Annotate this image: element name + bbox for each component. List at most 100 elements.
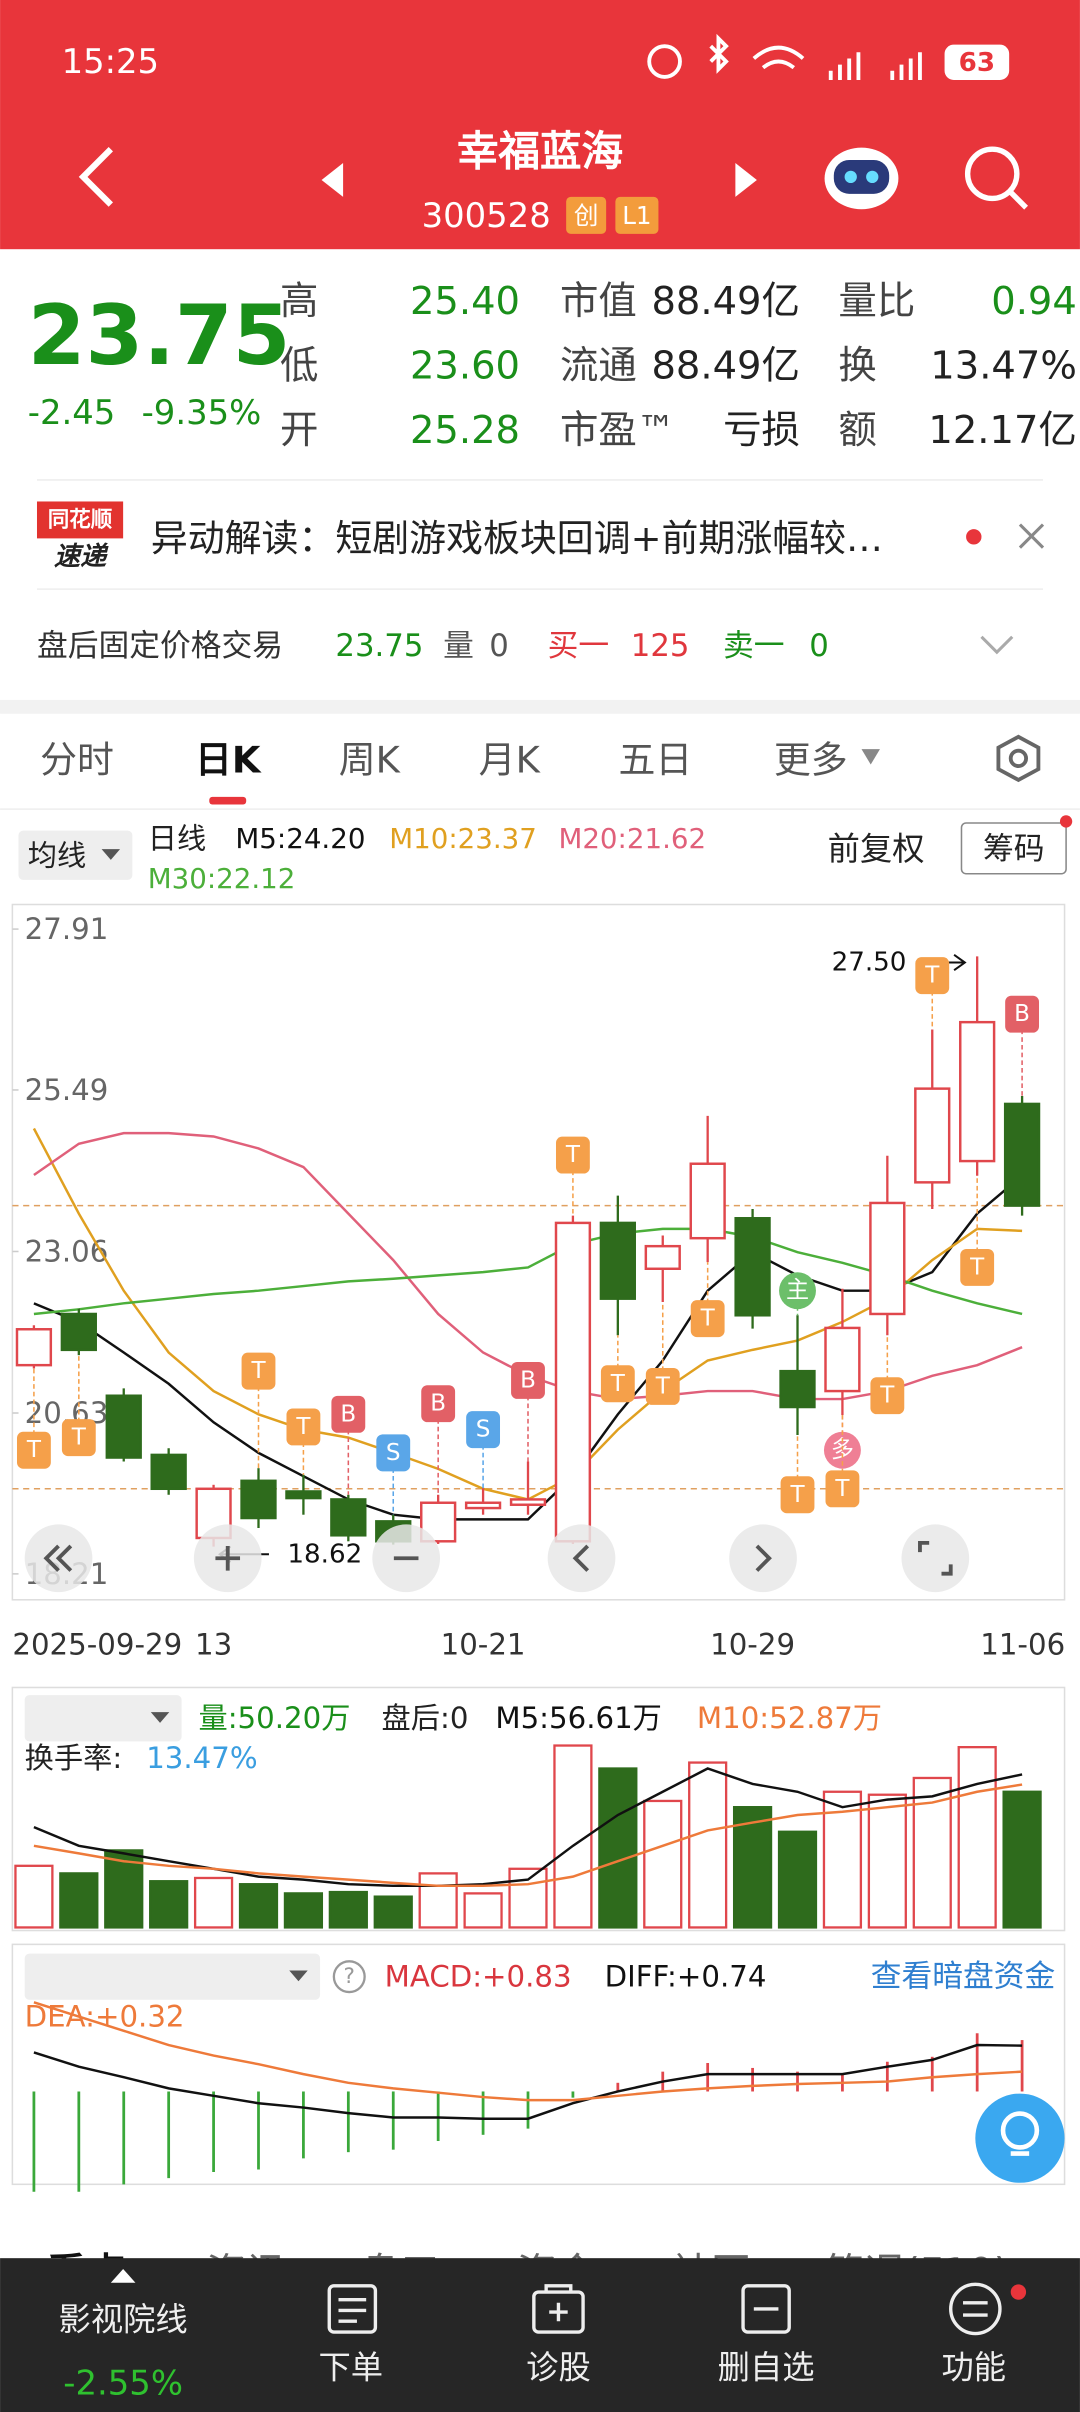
marker[interactable] bbox=[466, 1411, 501, 1449]
tab[interactable]: 分时 bbox=[40, 738, 114, 781]
volume-select[interactable] bbox=[24, 1695, 182, 1742]
volume-bar bbox=[373, 1895, 413, 1929]
expand[interactable] bbox=[980, 635, 1014, 655]
field-label: 额 bbox=[838, 408, 876, 453]
battery bbox=[944, 44, 1010, 80]
sector-name[interactable]: 影视院线 bbox=[59, 2301, 188, 2339]
volume-bar bbox=[238, 1883, 279, 1929]
volume-bar bbox=[283, 1892, 324, 1929]
price-pane bbox=[11, 903, 1066, 1601]
nav-item[interactable]: 删自选 bbox=[718, 2348, 815, 2386]
ma-line bbox=[33, 1767, 1023, 1888]
y-tick-label: 23.06 bbox=[25, 1234, 109, 1268]
candle-body bbox=[15, 1328, 53, 1367]
indicator-select[interactable] bbox=[18, 830, 133, 880]
volume-bar bbox=[328, 1890, 368, 1929]
back-button[interactable] bbox=[78, 147, 113, 207]
candle-body bbox=[509, 1498, 547, 1506]
volume-bar bbox=[193, 1876, 234, 1929]
candle-body bbox=[150, 1453, 187, 1491]
marker[interactable] bbox=[376, 1434, 411, 1472]
chips-button[interactable] bbox=[960, 822, 1067, 875]
after-hours-vol: 0 bbox=[489, 628, 509, 664]
pan-left[interactable] bbox=[547, 1524, 616, 1593]
marker[interactable] bbox=[421, 1385, 456, 1423]
marker-label: B bbox=[340, 1401, 356, 1427]
settings-button[interactable] bbox=[996, 734, 1041, 783]
marker[interactable] bbox=[241, 1352, 276, 1390]
tab[interactable]: 五日 bbox=[618, 738, 692, 781]
marker[interactable] bbox=[511, 1361, 545, 1399]
tab[interactable]: 周K bbox=[339, 738, 401, 781]
candle-body bbox=[644, 1244, 681, 1270]
volume-bar bbox=[508, 1867, 548, 1929]
marker[interactable] bbox=[825, 1470, 860, 1508]
ma-line bbox=[33, 1783, 1023, 1888]
marker-label: T bbox=[26, 1437, 42, 1463]
ask: 0 bbox=[809, 628, 829, 664]
marker[interactable] bbox=[915, 957, 950, 995]
help-icon[interactable] bbox=[332, 1960, 366, 1994]
status-icons bbox=[647, 33, 922, 80]
marker-label: 主 bbox=[786, 1278, 809, 1304]
after-hours-vol-label: 量 bbox=[443, 628, 474, 664]
dark-pool-link[interactable]: 查看暗盘资金 bbox=[871, 1959, 1056, 1995]
marker[interactable] bbox=[600, 1365, 635, 1403]
nav-item[interactable]: 功能 bbox=[941, 2348, 1006, 2386]
legend-entry: M30:22.12 bbox=[148, 862, 296, 895]
candle-body bbox=[554, 1221, 592, 1543]
candle-body bbox=[285, 1490, 322, 1500]
marker[interactable] bbox=[780, 1476, 815, 1514]
more-arrow bbox=[861, 749, 880, 765]
marker[interactable] bbox=[779, 1272, 816, 1310]
tab[interactable]: 更多 bbox=[774, 738, 848, 781]
nav-item[interactable]: 下单 bbox=[318, 2348, 383, 2386]
tab[interactable]: 月K bbox=[479, 738, 541, 781]
marker[interactable] bbox=[645, 1367, 680, 1405]
prev-stock[interactable] bbox=[321, 163, 344, 197]
marker[interactable] bbox=[870, 1377, 905, 1415]
candle-body bbox=[959, 1020, 996, 1163]
candle-body bbox=[689, 1162, 726, 1240]
marker-label: T bbox=[789, 1482, 805, 1508]
field-label: 流通 bbox=[560, 344, 637, 389]
legend-entry: M10:23.37 bbox=[389, 822, 537, 855]
fullscreen[interactable] bbox=[901, 1524, 970, 1593]
unread-dot bbox=[966, 529, 982, 545]
tab[interactable]: 日K bbox=[195, 738, 262, 781]
x-tick-label: 2025-09-29 bbox=[12, 1627, 182, 1661]
macd-select[interactable] bbox=[24, 1953, 321, 2000]
marker[interactable] bbox=[1005, 995, 1040, 1033]
field-value: 88.49亿 bbox=[651, 279, 799, 324]
field-label: 量比 bbox=[838, 279, 915, 324]
robot-button[interactable] bbox=[824, 147, 899, 210]
marker-label: B bbox=[520, 1367, 536, 1393]
next-stock[interactable] bbox=[735, 163, 757, 197]
marker-label: S bbox=[476, 1417, 491, 1443]
stock-code: 300528 bbox=[422, 196, 551, 235]
candle-body bbox=[734, 1217, 771, 1317]
search-button[interactable] bbox=[964, 146, 1028, 210]
turnover: 13.47% bbox=[146, 1741, 257, 1775]
price-change: -2.45 bbox=[28, 393, 116, 432]
marker[interactable] bbox=[286, 1408, 321, 1446]
close-news[interactable] bbox=[1018, 523, 1045, 549]
candle-body bbox=[914, 1087, 951, 1184]
field-value: 亏损 bbox=[723, 408, 800, 453]
pan-right[interactable] bbox=[729, 1524, 797, 1593]
marker[interactable] bbox=[690, 1300, 725, 1338]
adjust[interactable]: 前复权 bbox=[828, 830, 925, 868]
marker[interactable] bbox=[16, 1431, 51, 1469]
x-tick-label: 10-21 bbox=[441, 1627, 526, 1661]
marker[interactable] bbox=[555, 1136, 590, 1174]
min-label: 18.62 bbox=[287, 1539, 362, 1569]
marker[interactable] bbox=[960, 1248, 995, 1286]
assistant-button[interactable] bbox=[975, 2093, 1065, 2183]
field-label: 市值 bbox=[560, 279, 637, 324]
marker[interactable] bbox=[331, 1395, 366, 1433]
field-label: 市盈™ bbox=[560, 408, 675, 453]
marker[interactable] bbox=[61, 1419, 96, 1457]
news-text[interactable]: 异动解读：短剧游戏板块回调+前期涨幅较… bbox=[151, 517, 883, 560]
volume-bar bbox=[59, 1872, 99, 1929]
nav-item[interactable]: 诊股 bbox=[526, 2348, 591, 2386]
